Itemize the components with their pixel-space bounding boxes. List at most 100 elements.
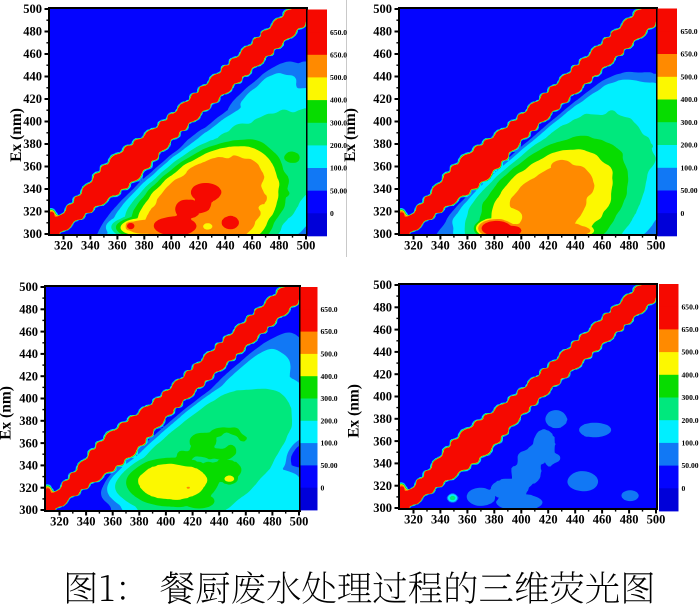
svg-text:480: 480	[19, 303, 38, 317]
svg-text:50.00: 50.00	[330, 186, 347, 195]
svg-text:460: 460	[373, 323, 392, 337]
svg-text:320: 320	[373, 205, 392, 219]
svg-text:420: 420	[189, 239, 208, 253]
svg-text:500.0: 500.0	[681, 72, 698, 81]
svg-text:300.0: 300.0	[681, 118, 698, 127]
svg-text:Ex (nm): Ex (nm)	[0, 386, 15, 440]
svg-text:360: 360	[23, 160, 42, 174]
svg-text:420: 420	[539, 239, 558, 253]
svg-text:340: 340	[23, 182, 42, 196]
svg-text:300: 300	[23, 227, 42, 241]
svg-text:650.0: 650.0	[330, 50, 347, 59]
svg-text:300: 300	[373, 227, 392, 241]
svg-text:340: 340	[431, 239, 450, 253]
svg-text:500: 500	[297, 239, 316, 253]
svg-text:480: 480	[270, 239, 289, 253]
svg-text:480: 480	[23, 25, 42, 39]
svg-text:480: 480	[373, 25, 392, 39]
svg-text:380: 380	[373, 412, 392, 426]
svg-text:500: 500	[647, 239, 666, 253]
svg-text:100.0: 100.0	[681, 163, 698, 172]
svg-text:50.00: 50.00	[682, 461, 699, 470]
svg-text:360: 360	[458, 513, 477, 527]
svg-text:360: 360	[373, 160, 392, 174]
svg-text:480: 480	[620, 239, 639, 253]
svg-text:400: 400	[19, 392, 38, 406]
svg-text:420: 420	[183, 515, 202, 529]
svg-text:200.0: 200.0	[682, 416, 699, 425]
svg-text:320: 320	[23, 205, 42, 219]
svg-text:320: 320	[373, 479, 392, 493]
svg-text:Ex (nm): Ex (nm)	[346, 384, 363, 438]
svg-text:650.0: 650.0	[682, 325, 699, 334]
svg-text:440: 440	[19, 347, 38, 361]
svg-text:400: 400	[162, 239, 181, 253]
svg-text:460: 460	[593, 513, 612, 527]
svg-text:500: 500	[23, 2, 42, 16]
svg-text:500: 500	[647, 513, 666, 527]
svg-text:0: 0	[321, 483, 325, 492]
svg-text:400.0: 400.0	[681, 95, 698, 104]
svg-text:480: 480	[373, 301, 392, 315]
svg-text:460: 460	[23, 47, 42, 61]
svg-text:100.0: 100.0	[321, 439, 338, 448]
svg-text:400.0: 400.0	[321, 372, 338, 381]
svg-text:500.0: 500.0	[330, 73, 347, 82]
svg-text:320: 320	[404, 239, 423, 253]
svg-text:420: 420	[373, 92, 392, 106]
svg-text:440: 440	[210, 515, 229, 529]
svg-text:200.0: 200.0	[321, 416, 338, 425]
svg-text:380: 380	[130, 515, 149, 529]
svg-text:360: 360	[373, 434, 392, 448]
svg-text:440: 440	[23, 70, 42, 84]
svg-text:200.0: 200.0	[330, 141, 347, 150]
svg-text:400: 400	[373, 115, 392, 129]
svg-text:650.0: 650.0	[330, 28, 347, 37]
svg-text:340: 340	[373, 182, 392, 196]
svg-text:400: 400	[157, 515, 176, 529]
svg-text:300.0: 300.0	[321, 394, 338, 403]
svg-text:320: 320	[50, 515, 69, 529]
svg-text:400: 400	[23, 115, 42, 129]
svg-text:380: 380	[373, 137, 392, 151]
svg-text:0: 0	[682, 484, 686, 493]
svg-text:380: 380	[23, 137, 42, 151]
svg-text:460: 460	[236, 515, 255, 529]
svg-text:500: 500	[290, 515, 309, 529]
svg-text:650.0: 650.0	[681, 27, 698, 36]
svg-text:380: 380	[135, 239, 154, 253]
svg-text:400.0: 400.0	[330, 96, 347, 105]
svg-text:500.0: 500.0	[321, 350, 338, 359]
svg-text:650.0: 650.0	[321, 305, 338, 314]
svg-text:360: 360	[19, 436, 38, 450]
svg-text:400: 400	[373, 390, 392, 404]
svg-text:340: 340	[77, 515, 96, 529]
svg-text:300: 300	[373, 501, 392, 515]
svg-text:380: 380	[19, 414, 38, 428]
svg-text:340: 340	[373, 457, 392, 471]
svg-text:300: 300	[19, 503, 38, 517]
svg-text:Ex (nm): Ex (nm)	[8, 108, 25, 162]
svg-text:440: 440	[566, 513, 585, 527]
svg-text:360: 360	[108, 239, 127, 253]
svg-text:380: 380	[485, 239, 504, 253]
svg-text:320: 320	[404, 513, 423, 527]
svg-text:100.0: 100.0	[682, 439, 699, 448]
svg-text:320: 320	[19, 481, 38, 495]
svg-text:380: 380	[485, 513, 504, 527]
svg-text:440: 440	[216, 239, 235, 253]
svg-text:50.00: 50.00	[321, 461, 338, 470]
svg-text:400: 400	[512, 513, 531, 527]
svg-text:340: 340	[431, 513, 450, 527]
svg-text:500: 500	[373, 2, 392, 16]
svg-text:460: 460	[243, 239, 262, 253]
svg-text:500: 500	[373, 278, 392, 292]
svg-text:650.0: 650.0	[682, 302, 699, 311]
svg-text:460: 460	[19, 325, 38, 339]
svg-text:500.0: 500.0	[682, 348, 699, 357]
svg-text:420: 420	[19, 369, 38, 383]
svg-text:360: 360	[458, 239, 477, 253]
svg-text:340: 340	[19, 459, 38, 473]
svg-text:0: 0	[681, 209, 685, 218]
svg-text:360: 360	[103, 515, 122, 529]
